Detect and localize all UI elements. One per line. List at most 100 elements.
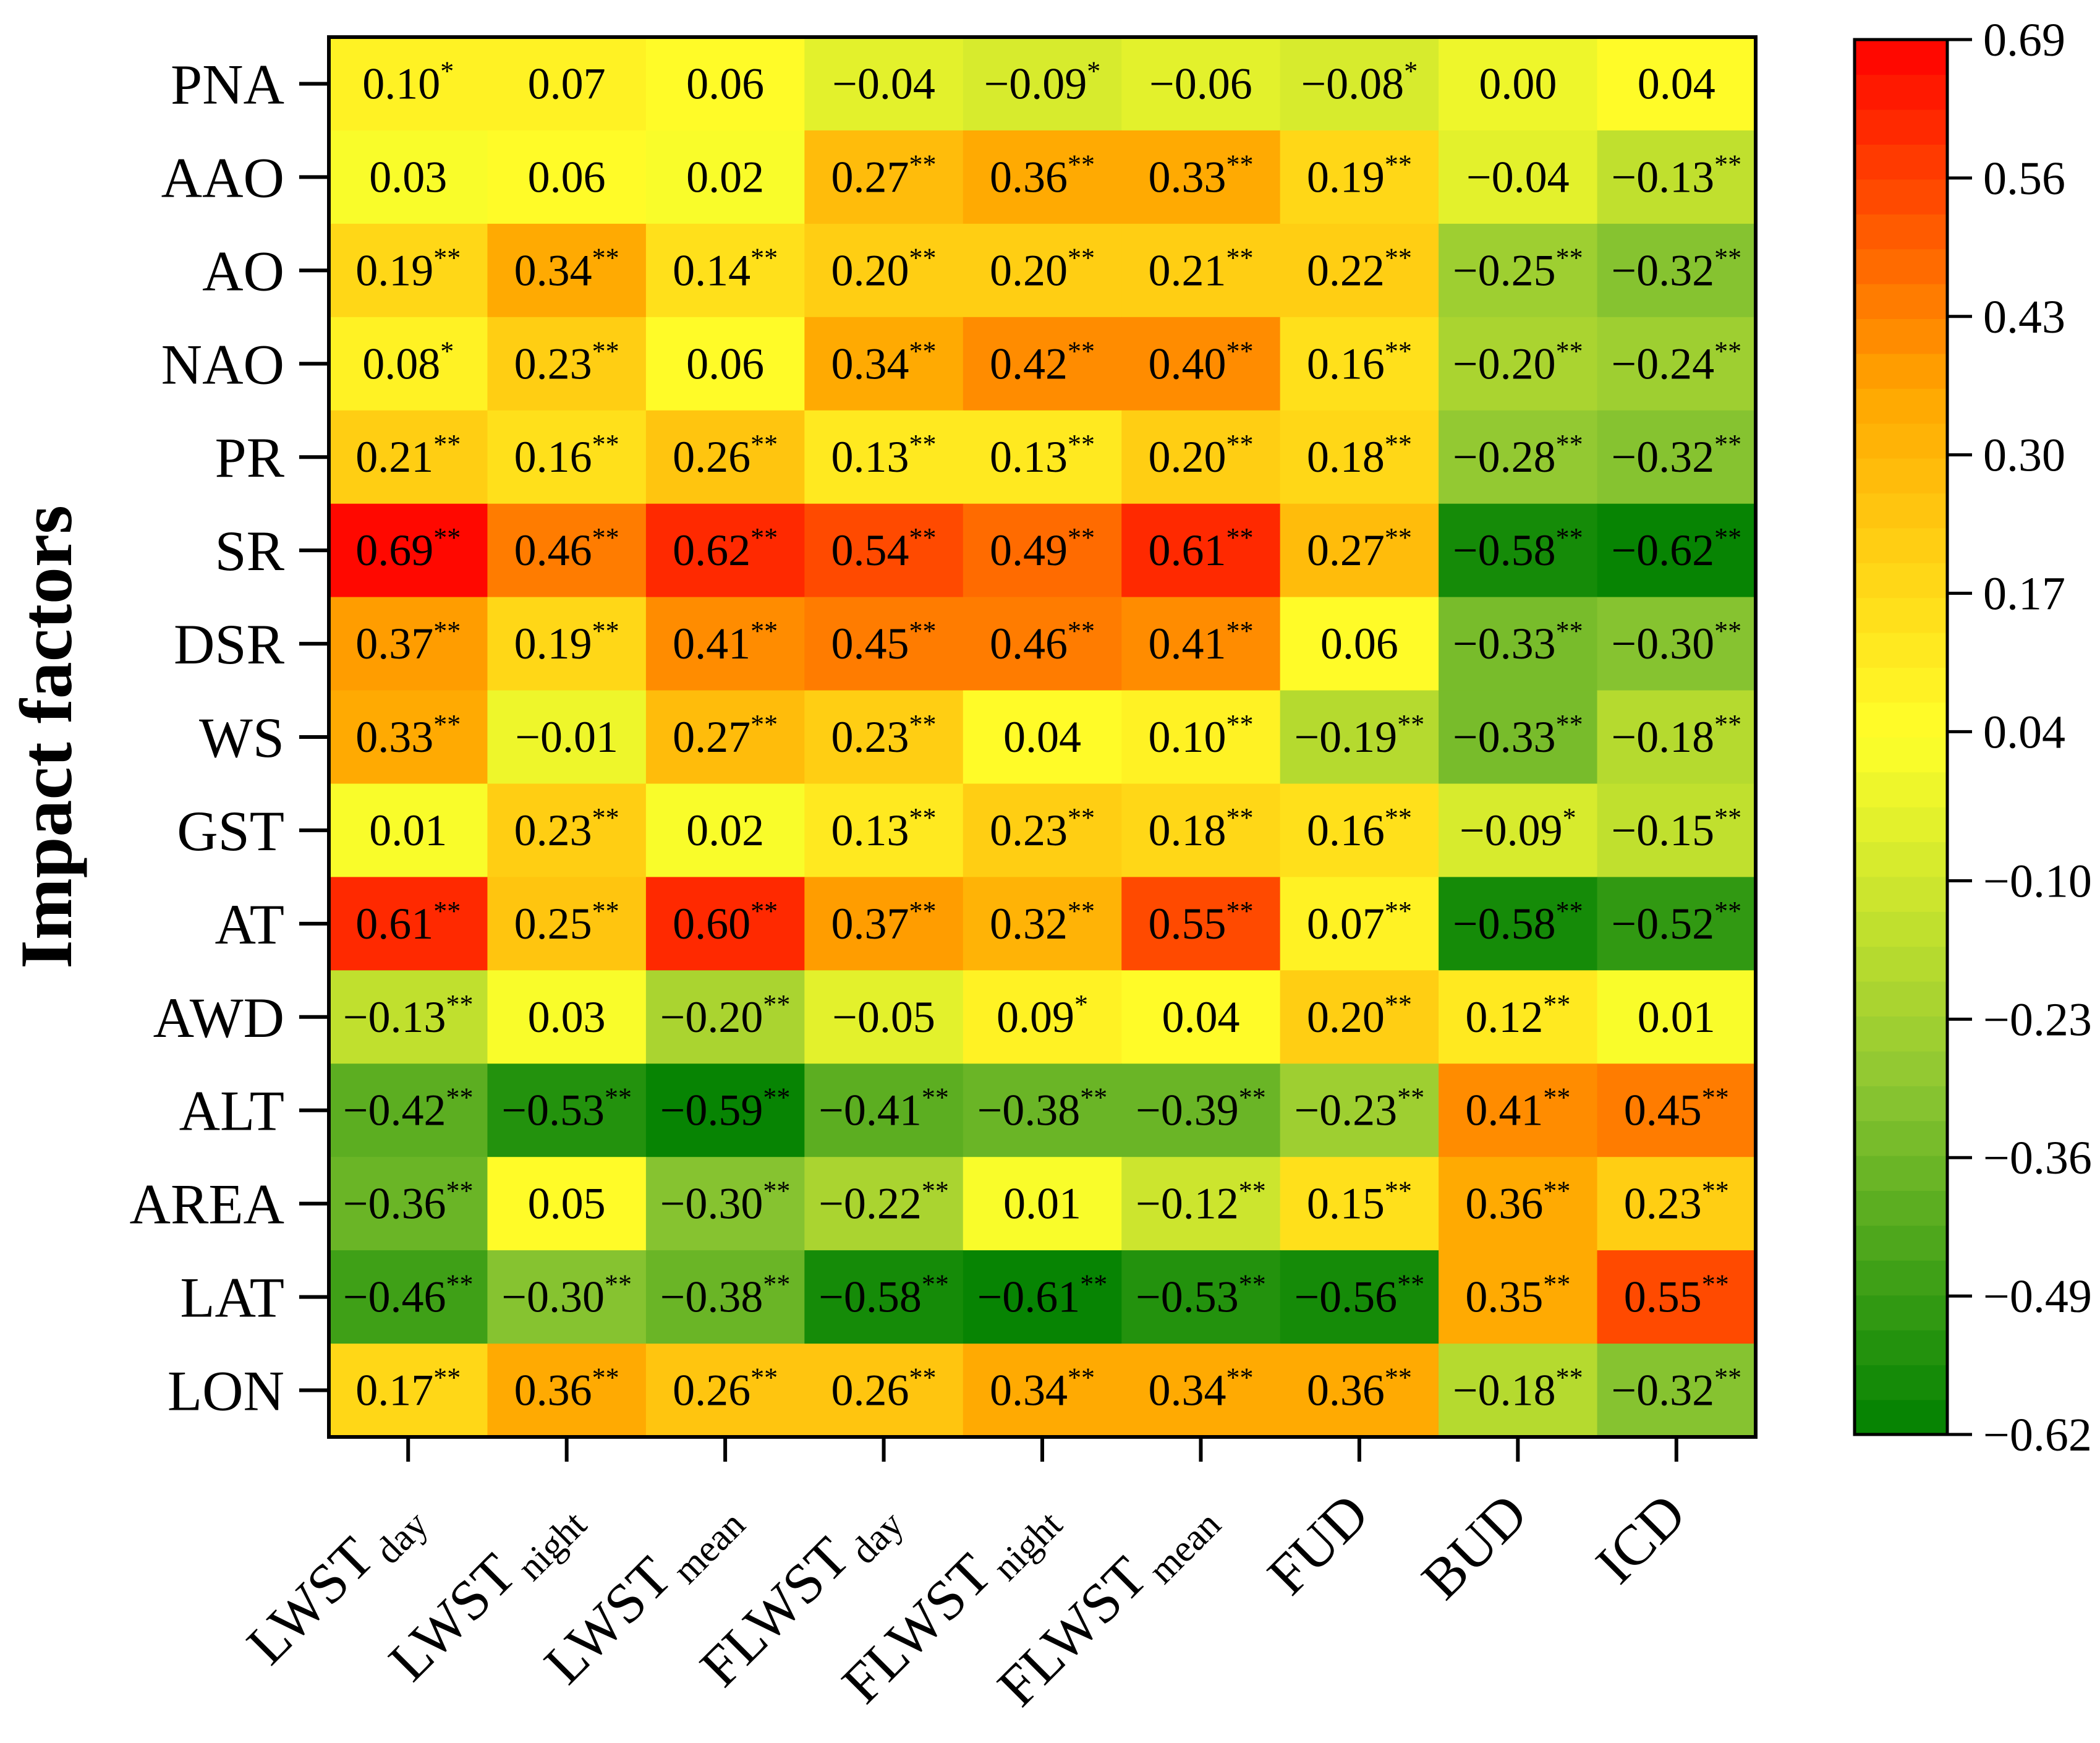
heatmap-cell	[963, 783, 1122, 877]
significance-mark: **	[1385, 1176, 1412, 1206]
colorbar-level	[1855, 144, 1947, 180]
row-axis: PNA AAO AO NAO PR SR DSR WS GST AT AWD ALT AREA LAT LO…	[130, 53, 329, 1423]
heatmap-cell	[329, 1063, 488, 1157]
heatmap-cell	[1597, 1063, 1756, 1157]
heatmap-cell	[804, 37, 964, 131]
significance-mark: *	[1563, 803, 1576, 833]
row-tick-label: PNA	[171, 53, 284, 116]
colorbar-level	[1855, 563, 1947, 599]
significance-mark: **	[1385, 242, 1412, 273]
heatmap-cell	[645, 783, 805, 877]
heatmap-cell	[1597, 37, 1756, 131]
colorbar-frame	[1853, 38, 1949, 1436]
column-label-subscript: night	[985, 1503, 1070, 1588]
significance-mark: **	[1714, 1363, 1741, 1393]
colorbar-level	[1855, 1365, 1947, 1400]
significance-mark: **	[1556, 1363, 1583, 1393]
heatmap-cell	[1439, 37, 1598, 131]
heatmap-cell	[487, 1157, 647, 1251]
colorbar-level	[1855, 249, 1947, 284]
colorbar-level	[1855, 981, 1947, 1016]
column-tick-label: FUD	[1256, 1481, 1380, 1606]
heatmap-cell	[329, 223, 488, 318]
heatmap-cell	[1597, 690, 1756, 785]
cell-value-label: −0.05	[832, 992, 935, 1042]
significance-mark: **	[909, 522, 937, 553]
heatmap-cell	[963, 223, 1122, 318]
cell-value-label: −0.06	[1149, 59, 1252, 108]
heatmap-cell	[329, 1157, 488, 1251]
significance-mark: **	[1068, 149, 1095, 179]
heatmap-cell	[1280, 503, 1439, 598]
colorbar-level	[1855, 214, 1947, 250]
significance-mark: **	[1385, 429, 1412, 459]
heatmap-cell	[1439, 783, 1598, 877]
cell-value-label: 0.03	[369, 152, 447, 202]
column-label-subscript: mean	[665, 1503, 754, 1592]
cell-value-label: −0.04	[1466, 152, 1570, 202]
significance-mark: **	[592, 616, 619, 646]
cell-value-label: −0.09*	[1460, 803, 1576, 855]
heatmap-cell	[487, 317, 647, 411]
heatmap-cell	[963, 1063, 1122, 1157]
heatmap-cell	[1121, 597, 1281, 691]
heatmap-cell	[1439, 1063, 1598, 1157]
cell-value-label: 0.04	[1003, 712, 1081, 762]
significance-mark: **	[1556, 429, 1583, 459]
significance-mark: **	[1397, 709, 1424, 739]
significance-mark: **	[592, 522, 619, 553]
heatmap-cell	[1597, 970, 1756, 1064]
row-tick-label: WS	[199, 706, 284, 769]
heatmap-cell	[1597, 503, 1756, 598]
y-axis-title: Impact factors	[5, 505, 87, 969]
significance-mark: **	[909, 149, 937, 179]
cell-value-label: 0.36**	[514, 1363, 619, 1415]
heatmap-cell	[804, 1063, 964, 1157]
cell-value-label: 0.02	[686, 152, 764, 202]
cell-value-label: 0.07	[528, 59, 606, 108]
heatmap-cell	[487, 130, 647, 224]
significance-mark: **	[1714, 709, 1741, 739]
heatmap-cell	[645, 690, 805, 785]
colorbar-level	[1855, 1329, 1947, 1365]
heatmap-cell	[1121, 1344, 1281, 1438]
heatmap-cell	[963, 317, 1122, 411]
heatmap-cell	[1597, 1250, 1756, 1344]
colorbar-tick-label: −0.23	[1983, 994, 2092, 1046]
colorbar-level	[1855, 318, 1947, 354]
heatmap-cell	[1121, 317, 1281, 411]
heatmap-cell	[645, 503, 805, 598]
heatmap-cell	[963, 970, 1122, 1064]
significance-mark: **	[922, 1176, 949, 1206]
cell-value-label: 0.12**	[1465, 989, 1570, 1042]
significance-mark: **	[1556, 896, 1583, 926]
row-tick-label: AWD	[153, 986, 284, 1049]
significance-mark: **	[1556, 709, 1583, 739]
heatmap-cell	[1439, 1344, 1598, 1438]
significance-mark: **	[1239, 1176, 1266, 1206]
heatmap-cell	[329, 597, 488, 691]
significance-mark: **	[763, 1269, 790, 1300]
colorbar-level	[1855, 946, 1947, 982]
colorbar-level	[1855, 806, 1947, 842]
significance-mark: **	[592, 803, 619, 833]
significance-mark: **	[763, 1176, 790, 1206]
colorbar-level	[1855, 1295, 1947, 1331]
cell-value-label: 0.32**	[990, 896, 1095, 948]
heatmap-cell	[963, 503, 1122, 598]
heatmap-cell	[804, 597, 964, 691]
significance-mark: **	[592, 429, 619, 459]
heatmap-cell	[1439, 410, 1598, 505]
colorbar-level	[1855, 1155, 1947, 1191]
colorbar-level	[1855, 1050, 1947, 1086]
significance-mark: **	[1543, 989, 1570, 1020]
significance-mark: **	[750, 709, 778, 739]
heatmap-cell	[645, 1344, 805, 1438]
heatmap-cell	[329, 970, 488, 1064]
cell-value-label: 0.10**	[1148, 709, 1253, 762]
cell-value-label: −0.41**	[818, 1083, 949, 1135]
heatmap-cell	[329, 1250, 488, 1344]
significance-mark: **	[1556, 336, 1583, 366]
heatmap-cell	[645, 223, 805, 318]
significance-mark: **	[605, 1269, 632, 1300]
